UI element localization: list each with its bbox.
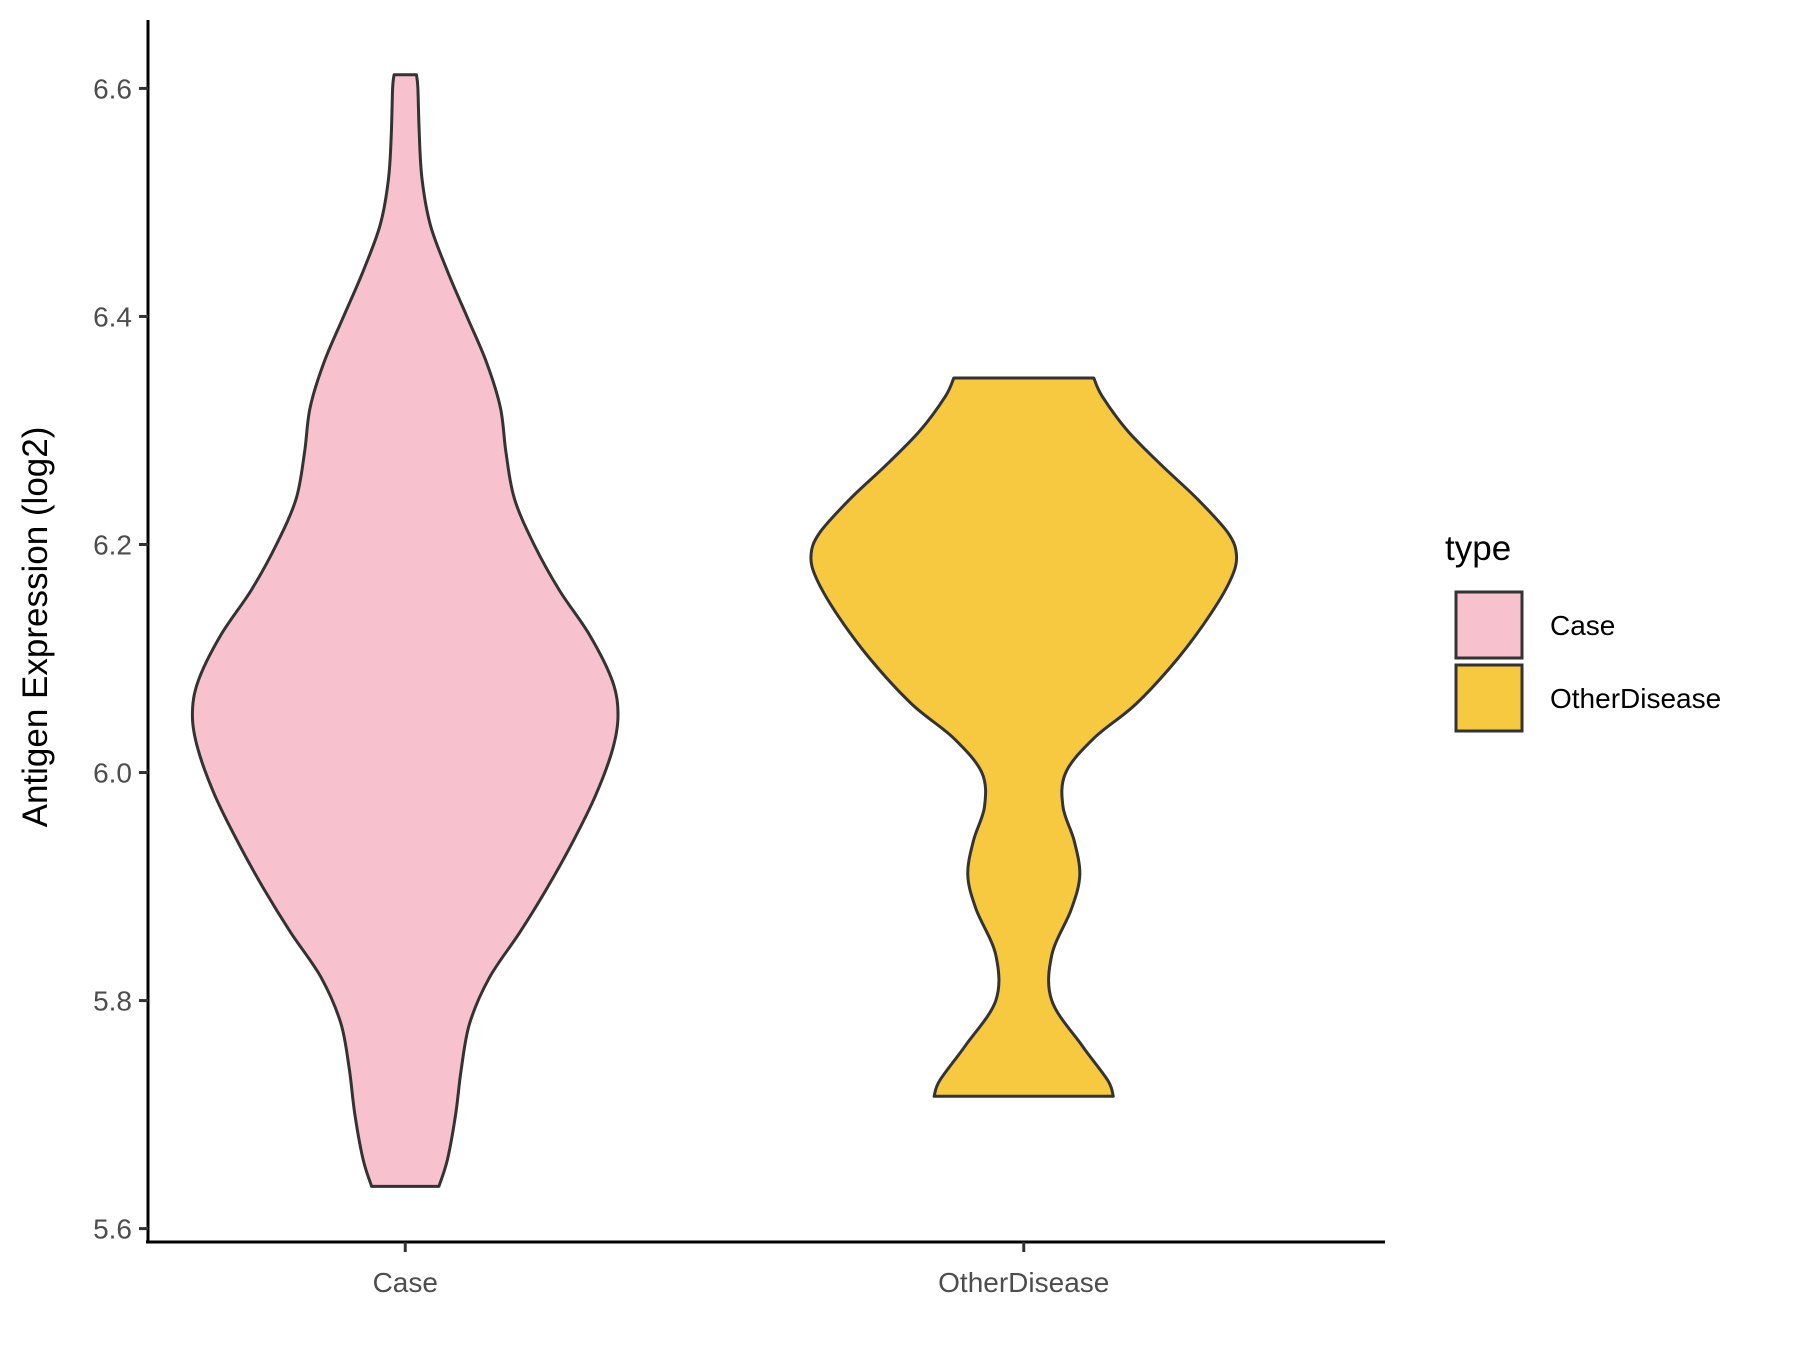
x-tick-label: OtherDisease (938, 1267, 1109, 1298)
legend-key-case (1454, 590, 1524, 660)
y-tick-label: 6.6 (93, 73, 132, 104)
legend-label-otherdisease: OtherDisease (1550, 683, 1721, 714)
y-tick-label: 5.6 (93, 1214, 132, 1245)
axes-group: 5.6 5.8 6.0 6.2 6.4 6.6 Case OtherDisease (93, 20, 1385, 1298)
y-tick-label: 6.2 (93, 529, 132, 560)
legend-title: type (1445, 529, 1511, 568)
y-tick-label: 5.8 (93, 986, 132, 1017)
legend-label-case: Case (1550, 610, 1615, 641)
y-tick-label: 6.4 (93, 301, 132, 332)
x-tick-label: Case (373, 1267, 438, 1298)
violin-case (190, 73, 620, 1188)
legend-key-otherdisease (1454, 663, 1524, 733)
violin-otherdisease (809, 376, 1239, 1098)
legend: type Case OtherDisease (1445, 529, 1721, 733)
violins-group (190, 73, 1239, 1188)
y-axis-title: Antigen Expression (log2) (16, 427, 55, 828)
y-tick-label: 6.0 (93, 758, 132, 789)
